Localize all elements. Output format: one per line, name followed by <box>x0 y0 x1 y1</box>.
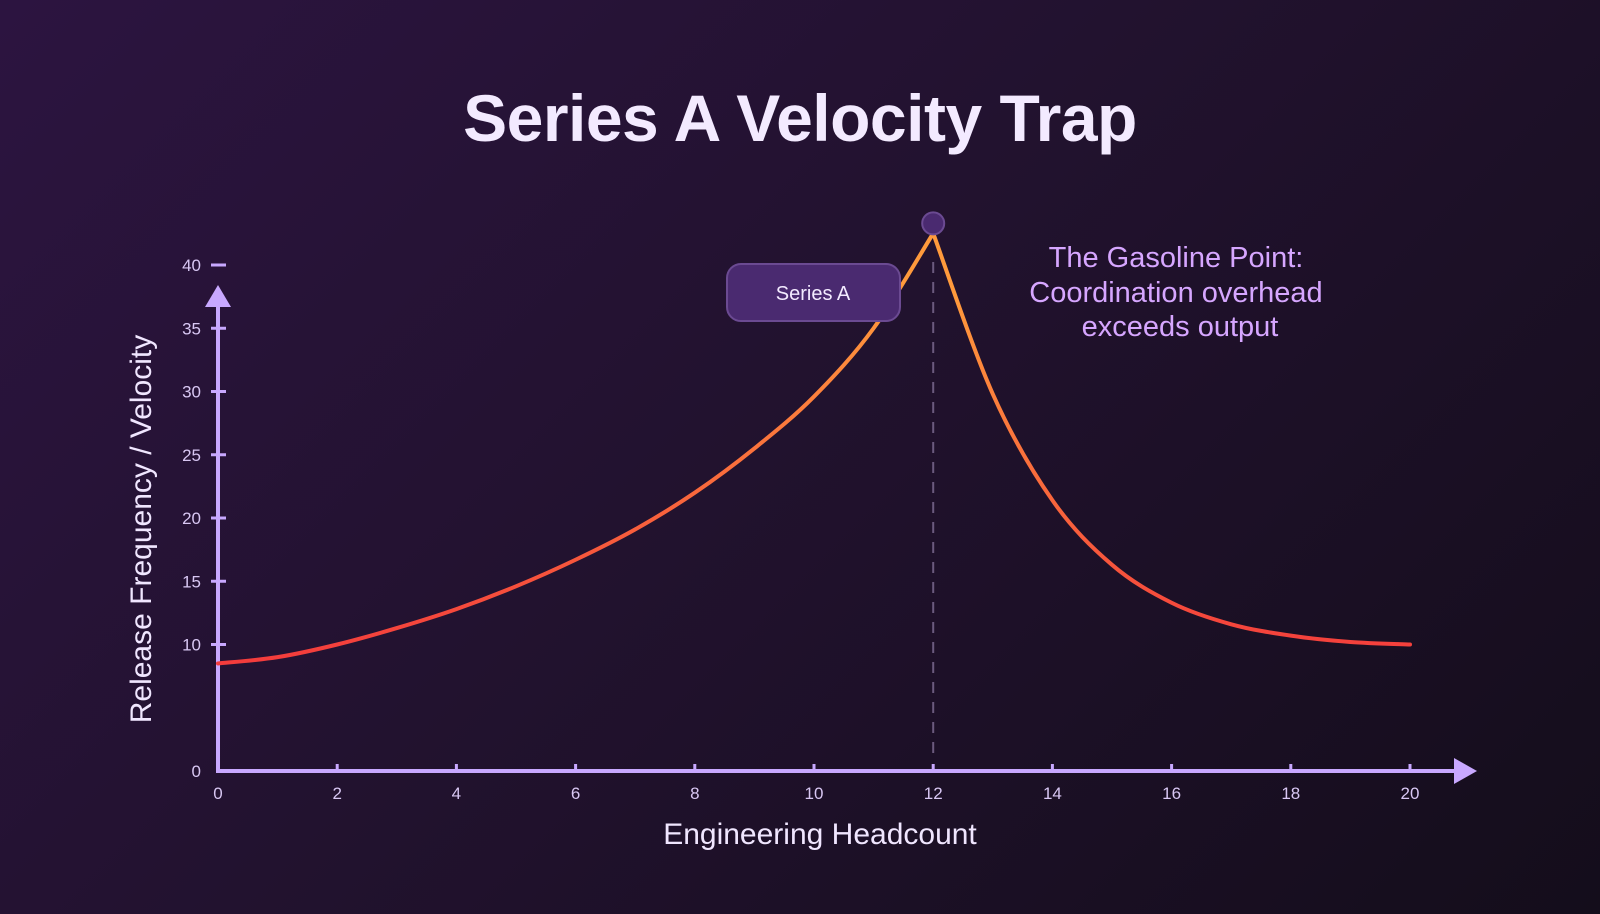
x-tick-label: 18 <box>1281 784 1300 803</box>
velocity-series-line <box>216 231 1412 666</box>
peak-marker <box>921 211 946 236</box>
x-tick-label: 4 <box>452 784 461 803</box>
y-tick-label: 10 <box>182 636 201 655</box>
annotation-line-2: Coordination overhead <box>1029 277 1322 309</box>
y-tick-label: 15 <box>182 572 201 591</box>
y-axis-arrow <box>205 285 231 307</box>
y-tick-label: 30 <box>182 383 201 402</box>
x-tick-label: 2 <box>332 784 341 803</box>
y-tick-label: 25 <box>182 446 201 465</box>
x-tick-label: 10 <box>805 784 824 803</box>
chart-title: Series A Velocity Trap <box>463 81 1137 155</box>
y-axis-title: Release Frequency / Velocity <box>125 335 158 724</box>
y-tick-label: 20 <box>182 509 201 528</box>
y-tick-label: 35 <box>182 319 201 338</box>
x-tick-label: 20 <box>1401 784 1420 803</box>
x-tick-label: 0 <box>213 784 222 803</box>
annotation-line-3: exceeds output <box>1082 311 1279 343</box>
x-tick-label: 16 <box>1162 784 1181 803</box>
series-a-badge-label: Series A <box>776 283 851 305</box>
y-tick-label: 40 <box>182 256 201 275</box>
x-tick-label: 6 <box>571 784 580 803</box>
x-tick-label: 12 <box>924 784 943 803</box>
x-axis-arrow <box>1454 758 1477 784</box>
x-axis-title: Engineering Headcount <box>663 818 977 851</box>
x-tick-label: 14 <box>1043 784 1062 803</box>
series-a-badge: Series A <box>726 263 901 322</box>
y-tick-label: 0 <box>192 762 201 781</box>
annotation-line-1: The Gasoline Point: <box>1049 242 1304 274</box>
x-tick-label: 8 <box>690 784 699 803</box>
gasoline-point-annotation: The Gasoline Point: Coordination overhea… <box>1029 242 1331 343</box>
